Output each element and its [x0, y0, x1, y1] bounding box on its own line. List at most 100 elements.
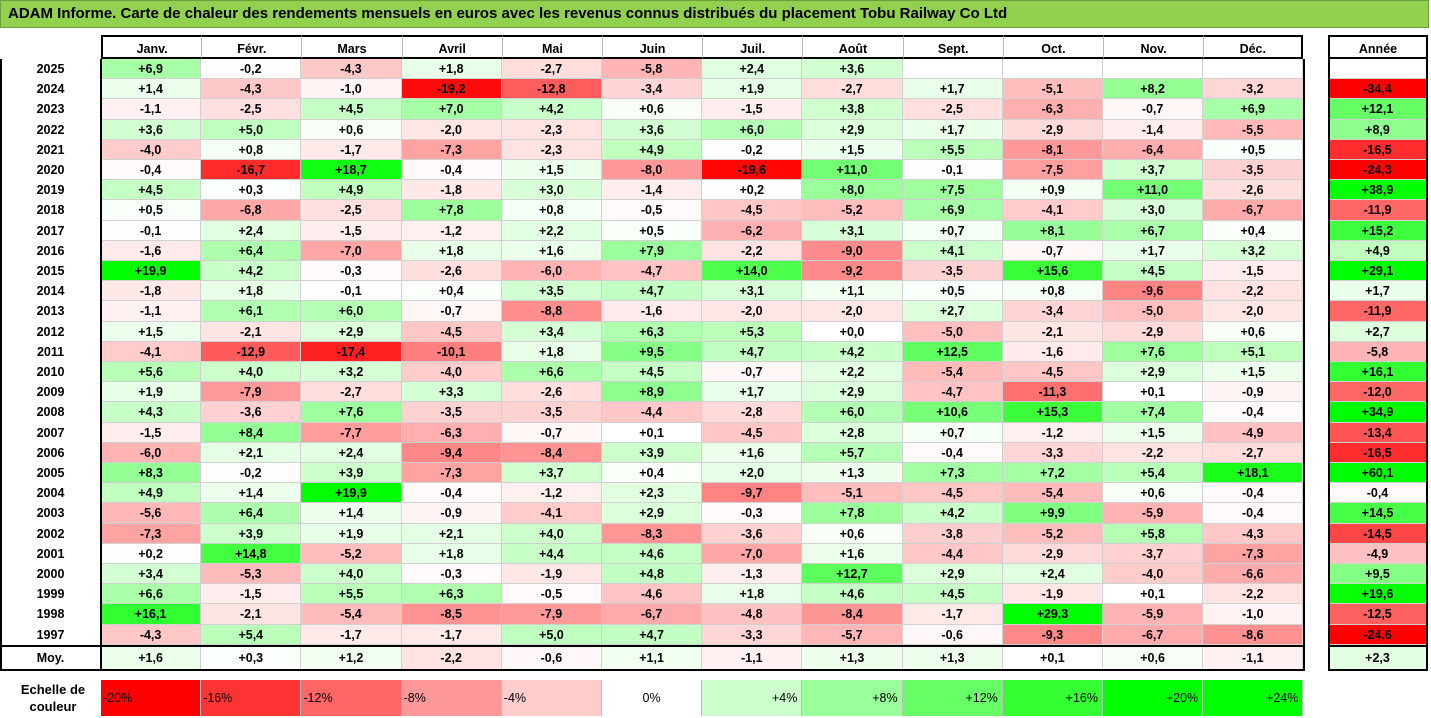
heatmap-cell: +29,3 [1002, 604, 1103, 625]
annual-cell: -0,4 [1328, 483, 1428, 504]
heatmap-cell: +7,8 [401, 200, 502, 221]
year-label: 2023 [36, 102, 65, 117]
heatmap-cell: -3,7 [1103, 543, 1204, 564]
annual-cell: +2,7 [1328, 321, 1428, 342]
heatmap-cell [1103, 59, 1204, 80]
heatmap-cell: -3,6 [201, 402, 302, 423]
heatmap-cell: -2,0 [702, 301, 803, 322]
heatmap-cell: +16,1 [101, 604, 202, 625]
heatmap-cell: -1,1 [101, 99, 202, 120]
heatmap-cell: +3,7 [501, 463, 602, 484]
heatmap-cell: -2,5 [902, 99, 1003, 120]
annual-cell: -13,4 [1328, 422, 1428, 443]
heatmap-cell [1203, 59, 1304, 80]
heatmap-cell: +0,2 [101, 543, 202, 564]
heatmap-cell: -1,4 [1103, 119, 1204, 140]
heatmap-cell: +7,6 [301, 402, 402, 423]
column-header: Avril [401, 35, 502, 59]
heatmap-cell: +1,9 [101, 382, 202, 403]
heatmap-cell: -1,7 [301, 139, 402, 160]
heatmap-cell: -2,8 [702, 402, 803, 423]
heatmap-cell: -2,6 [501, 382, 602, 403]
heatmap-cell: +14,0 [702, 261, 803, 282]
heatmap-cell: -7,5 [1002, 160, 1103, 181]
annual-cell: -34,4 [1328, 79, 1428, 100]
heatmap-cell: -8,1 [1002, 139, 1103, 160]
heatmap-cell: +14,8 [201, 543, 302, 564]
heatmap-cell: -1,2 [401, 220, 502, 241]
heatmap-cell: +1,5 [802, 139, 903, 160]
heatmap-cell: +12,5 [902, 341, 1003, 362]
heatmap-cell: +11,0 [1103, 180, 1204, 201]
heatmap-cell: +1,9 [702, 79, 803, 100]
year-label: 2001 [36, 546, 65, 561]
heatmap-cell: -1,5 [101, 422, 202, 443]
heatmap-cell: -2,3 [501, 139, 602, 160]
heatmap-cell: -8,5 [401, 604, 502, 625]
heatmap-cell: +0,7 [902, 422, 1003, 443]
heatmap-cell: +2,8 [802, 422, 903, 443]
heatmap-cell: +7,4 [1103, 402, 1204, 423]
heatmap-cell: +4,9 [301, 180, 402, 201]
heatmap-cell: -1,7 [301, 624, 402, 645]
heatmap-cell: +6,3 [401, 584, 502, 605]
heatmap-cell: +7,5 [902, 180, 1003, 201]
heatmap-cell: -7,7 [301, 422, 402, 443]
annual-cell: +15,2 [1328, 220, 1428, 241]
heatmap-cell: -0,4 [1203, 402, 1304, 423]
heatmap-cell: -4,7 [602, 261, 703, 282]
color-scale-swatch: +4% [702, 680, 803, 716]
heatmap-cell: +5,8 [1103, 523, 1204, 544]
annual-cell: -11,9 [1328, 200, 1428, 221]
heatmap-cell: +3,0 [501, 180, 602, 201]
heatmap-cell: -4,1 [101, 341, 202, 362]
heatmap-cell: +15,3 [1002, 402, 1103, 423]
heatmap-cell: +3,6 [802, 59, 903, 80]
color-scale-swatch: -8% [401, 680, 502, 716]
heatmap-cell: +1,5 [1103, 422, 1204, 443]
annual-cell: -4,9 [1328, 543, 1428, 564]
heatmap-cell: -3,5 [1203, 160, 1304, 181]
heatmap-cell: +7,0 [401, 99, 502, 120]
heatmap-cell: -5,9 [1103, 503, 1204, 524]
heatmap-cell: +2,3 [602, 483, 703, 504]
heatmap-cell: -6,7 [602, 604, 703, 625]
heatmap-cell: +6,9 [902, 200, 1003, 221]
heatmap-cell: -7,3 [401, 139, 502, 160]
heatmap-cell: -9,7 [702, 483, 803, 504]
heatmap-cell: +1,8 [702, 584, 803, 605]
average-cell: +1,6 [101, 646, 202, 669]
average-cell: -1,1 [702, 646, 803, 669]
heatmap-cell: +6,6 [101, 584, 202, 605]
heatmap-cell: +2,9 [802, 382, 903, 403]
average-cell: +1,3 [902, 646, 1003, 669]
heatmap-cell: +19,9 [101, 261, 202, 282]
heatmap-cell: +3,3 [401, 382, 502, 403]
heatmap-cell: +6,3 [602, 321, 703, 342]
heatmap-cell: -3,4 [602, 79, 703, 100]
heatmap-cell: +1,4 [101, 79, 202, 100]
heatmap-cell: -12,8 [501, 79, 602, 100]
heatmap-cell: -6,6 [1203, 564, 1304, 585]
heatmap-cell: -4,5 [902, 483, 1003, 504]
column-header: Juil. [702, 35, 803, 59]
heatmap-cell: +3,1 [702, 281, 803, 302]
year-label: 1998 [36, 607, 65, 622]
heatmap-cell: -2,2 [1103, 442, 1204, 463]
heatmap-cell: -2,7 [802, 79, 903, 100]
heatmap-cell: +2,9 [802, 119, 903, 140]
heatmap-cell: -2,5 [301, 200, 402, 221]
heatmap-cell: -0,3 [401, 564, 502, 585]
heatmap-cell: -0,7 [501, 422, 602, 443]
heatmap-cell: -1,7 [401, 624, 502, 645]
heatmap-cell: +1,7 [1103, 240, 1204, 261]
heatmap-cell: -6,7 [1103, 624, 1204, 645]
heatmap-cell: -19,2 [401, 79, 502, 100]
heatmap-cell: +7,9 [602, 240, 703, 261]
heatmap-cell: -0,4 [401, 160, 502, 181]
heatmap-cell: -2,0 [802, 301, 903, 322]
heatmap-cell: -2,7 [1203, 442, 1304, 463]
heatmap-cell: +12,7 [802, 564, 903, 585]
year-label: 2021 [36, 142, 65, 157]
heatmap-cell: +3,9 [602, 442, 703, 463]
